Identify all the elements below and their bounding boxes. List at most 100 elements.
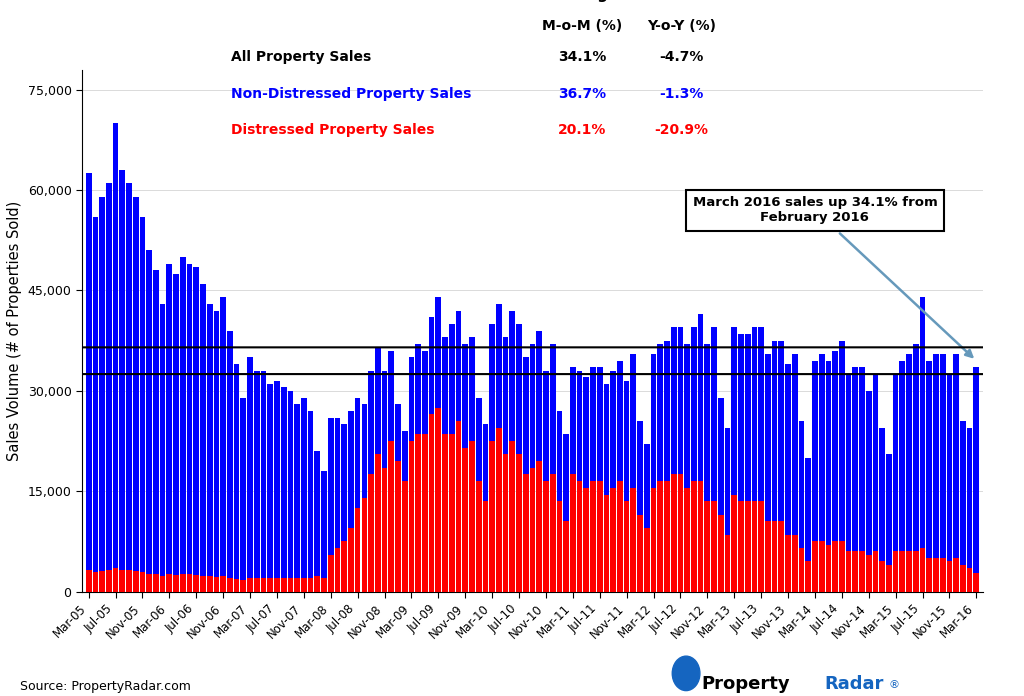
- Bar: [825, 545, 831, 592]
- Bar: [120, 569, 125, 592]
- Bar: [725, 427, 730, 592]
- Bar: [758, 501, 764, 592]
- Bar: [463, 344, 468, 592]
- Bar: [409, 357, 415, 592]
- Bar: [967, 427, 973, 592]
- Bar: [644, 528, 649, 592]
- Bar: [590, 481, 596, 592]
- Bar: [833, 541, 838, 592]
- Bar: [799, 421, 804, 592]
- Bar: [866, 391, 871, 592]
- Bar: [712, 501, 717, 592]
- Bar: [872, 551, 879, 592]
- Bar: [597, 481, 602, 592]
- Bar: [146, 574, 152, 592]
- Bar: [792, 354, 798, 592]
- Bar: [200, 284, 206, 592]
- Bar: [314, 576, 321, 592]
- Bar: [395, 461, 400, 592]
- Bar: [261, 371, 266, 592]
- Y-axis label: Sales Volume (# of Properties Sold): Sales Volume (# of Properties Sold): [7, 200, 22, 461]
- Bar: [529, 344, 536, 592]
- Bar: [852, 367, 858, 592]
- Bar: [556, 411, 562, 592]
- Bar: [503, 454, 509, 592]
- Bar: [503, 338, 509, 592]
- Bar: [489, 324, 495, 592]
- Text: Property: Property: [701, 674, 791, 693]
- Bar: [705, 344, 711, 592]
- Bar: [456, 421, 462, 592]
- Circle shape: [673, 656, 700, 690]
- Bar: [382, 468, 387, 592]
- Bar: [214, 310, 219, 592]
- Bar: [953, 354, 959, 592]
- Bar: [261, 578, 266, 592]
- Bar: [341, 425, 347, 592]
- Bar: [86, 570, 91, 592]
- Bar: [153, 574, 159, 592]
- Bar: [631, 488, 636, 592]
- Bar: [449, 434, 455, 592]
- Bar: [496, 304, 502, 592]
- Bar: [617, 481, 623, 592]
- Bar: [126, 570, 132, 592]
- Bar: [86, 173, 91, 592]
- Bar: [671, 475, 677, 592]
- Bar: [610, 371, 616, 592]
- Bar: [335, 418, 340, 592]
- Bar: [241, 397, 246, 592]
- Bar: [180, 257, 185, 592]
- Bar: [731, 327, 737, 592]
- Bar: [657, 344, 664, 592]
- Bar: [442, 338, 447, 592]
- Bar: [819, 354, 824, 592]
- Bar: [697, 481, 703, 592]
- Bar: [550, 344, 555, 592]
- Bar: [778, 340, 784, 592]
- Bar: [563, 521, 569, 592]
- Bar: [590, 367, 596, 592]
- Bar: [785, 535, 791, 592]
- Bar: [220, 297, 226, 592]
- Text: 20.1%: 20.1%: [558, 123, 606, 138]
- Bar: [927, 361, 932, 592]
- Bar: [772, 340, 777, 592]
- Bar: [369, 371, 374, 592]
- Bar: [173, 575, 179, 592]
- Bar: [691, 327, 696, 592]
- Bar: [113, 567, 119, 592]
- Text: 36.7%: 36.7%: [558, 87, 606, 101]
- Bar: [194, 267, 199, 592]
- Bar: [974, 367, 979, 592]
- Bar: [650, 354, 656, 592]
- Bar: [556, 501, 562, 592]
- Bar: [105, 569, 112, 592]
- Bar: [839, 541, 845, 592]
- Bar: [254, 578, 260, 592]
- Bar: [543, 371, 549, 592]
- Bar: [678, 327, 683, 592]
- Bar: [799, 548, 804, 592]
- Bar: [597, 367, 602, 592]
- Bar: [281, 578, 287, 592]
- Bar: [180, 574, 185, 592]
- Bar: [752, 327, 758, 592]
- Bar: [631, 354, 636, 592]
- Bar: [961, 565, 966, 592]
- Bar: [395, 404, 400, 592]
- Bar: [859, 367, 865, 592]
- Bar: [523, 475, 528, 592]
- Bar: [537, 461, 542, 592]
- Bar: [301, 578, 307, 592]
- Bar: [247, 578, 253, 592]
- Bar: [496, 427, 502, 592]
- Bar: [880, 427, 885, 592]
- Bar: [624, 501, 630, 592]
- Bar: [449, 324, 455, 592]
- Text: -4.7%: -4.7%: [659, 50, 703, 65]
- Bar: [416, 344, 421, 592]
- Text: Y-o-Y (%): Y-o-Y (%): [647, 19, 716, 33]
- Bar: [348, 411, 353, 592]
- Bar: [691, 481, 696, 592]
